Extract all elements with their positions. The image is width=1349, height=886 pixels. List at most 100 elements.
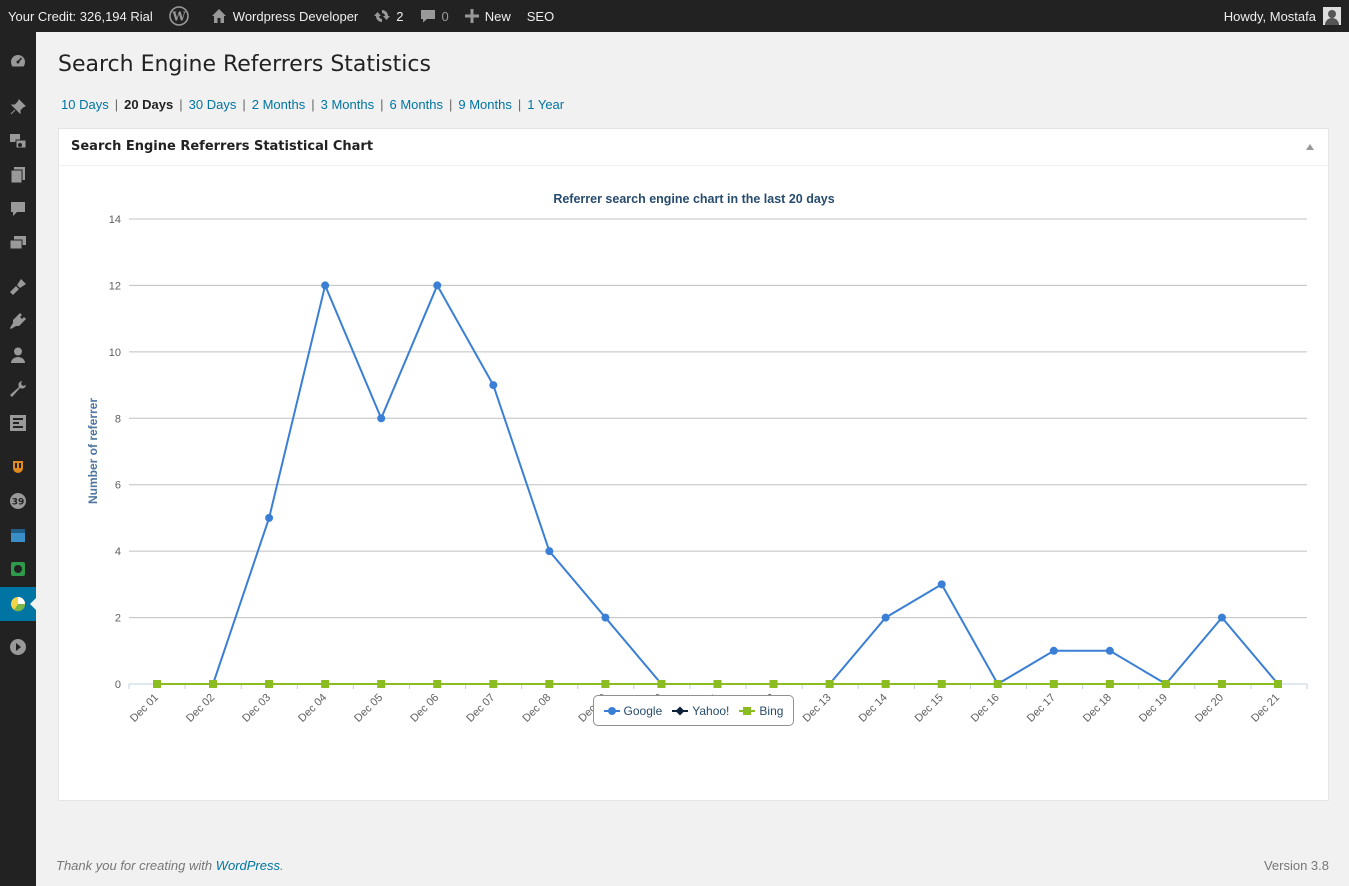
data-point[interactable] (545, 680, 554, 688)
menu-plugin-calendar[interactable] (0, 518, 36, 552)
menu-statistics[interactable] (0, 587, 36, 621)
chart-series (153, 281, 1282, 688)
data-point[interactable] (545, 547, 554, 556)
data-point[interactable] (489, 381, 498, 390)
data-point[interactable] (433, 281, 442, 290)
period-link-30-days[interactable]: 30 Days (188, 97, 237, 112)
svg-text:39: 39 (12, 498, 25, 508)
new-content-menu[interactable]: New (457, 0, 519, 32)
period-link-10-days[interactable]: 10 Days (61, 97, 109, 112)
y-tick-label: 12 (109, 280, 121, 292)
new-label: New (484, 8, 511, 24)
plugins-icon (10, 313, 26, 329)
menu-collapse[interactable] (0, 630, 36, 664)
data-point[interactable] (321, 680, 330, 688)
x-tick-label: Dec 21 (1249, 692, 1282, 725)
menu-posts[interactable] (0, 90, 36, 124)
data-point[interactable] (153, 680, 161, 688)
x-tick-label: Dec 05 (352, 692, 385, 725)
legend-marker-icon (603, 706, 620, 716)
menu-feedback[interactable] (0, 226, 36, 260)
data-point[interactable] (265, 513, 274, 522)
data-point[interactable] (1049, 680, 1058, 688)
wordpress-logo-menu[interactable]: W (161, 0, 203, 32)
data-point[interactable] (433, 680, 442, 688)
data-point[interactable] (993, 680, 1002, 688)
data-point[interactable] (601, 613, 610, 622)
x-tick-label: Dec 20 (1193, 692, 1226, 725)
period-link-1-year[interactable]: 1 Year (527, 97, 565, 112)
collapse-arrow-icon[interactable] (1306, 144, 1314, 150)
data-point[interactable] (937, 580, 946, 589)
my-account-menu[interactable]: Howdy, Mostafa (1224, 0, 1341, 32)
svg-text:W: W (171, 10, 186, 24)
y-tick-label: 2 (115, 613, 121, 625)
data-point[interactable] (1274, 680, 1282, 688)
period-link-6-months[interactable]: 6 Months (389, 97, 443, 112)
menu-plugins[interactable] (0, 304, 36, 338)
media-icon (10, 134, 27, 149)
menu-users[interactable] (0, 338, 36, 372)
data-point[interactable] (209, 680, 218, 688)
credit-display[interactable]: Your Credit: 326,194 Rial (8, 8, 153, 24)
x-tick-label: Dec 18 (1081, 692, 1114, 725)
x-tick-label: Dec 02 (184, 692, 217, 725)
period-link-2-months[interactable]: 2 Months (251, 97, 306, 112)
period-separator: | (114, 97, 119, 112)
menu-plugin-number[interactable]: 39 (0, 484, 36, 518)
data-point[interactable] (825, 680, 834, 688)
data-point[interactable] (489, 680, 498, 688)
data-point[interactable] (1217, 613, 1226, 622)
data-point[interactable] (1217, 680, 1226, 688)
data-point[interactable] (1049, 646, 1058, 655)
menu-media[interactable] (0, 124, 36, 158)
data-point[interactable] (377, 414, 386, 423)
data-point[interactable] (1161, 680, 1170, 688)
postbox-title: Search Engine Referrers Statistical Char… (71, 139, 374, 154)
y-tick-label: 0 (115, 679, 121, 691)
data-point[interactable] (657, 680, 666, 688)
menu-dashboard[interactable] (0, 44, 36, 78)
data-point[interactable] (1105, 680, 1114, 688)
seo-menu[interactable]: SEO (526, 8, 555, 24)
menu-pages[interactable] (0, 158, 36, 192)
data-point[interactable] (937, 680, 946, 688)
site-name-menu[interactable]: Wordpress Developer (203, 0, 366, 32)
period-link-20-days[interactable]: 20 Days (124, 97, 174, 112)
data-point[interactable] (321, 281, 330, 290)
menu-plugin-orange[interactable] (0, 450, 36, 484)
postbox-header[interactable]: Search Engine Referrers Statistical Char… (59, 129, 1328, 166)
menu-settings[interactable] (0, 406, 36, 440)
x-tick-label: Dec 17 (1025, 692, 1058, 725)
x-tick-label: Dec 06 (408, 692, 441, 725)
period-separator: | (448, 97, 453, 112)
legend-label: Bing (759, 703, 784, 718)
x-tick-label: Dec 01 (128, 692, 161, 725)
y-tick-label: 10 (109, 347, 121, 359)
menu-appearance[interactable] (0, 270, 36, 304)
menu-comments[interactable] (0, 192, 36, 226)
wordpress-link[interactable]: WordPress (215, 858, 280, 873)
data-point[interactable] (769, 680, 778, 688)
updates-menu[interactable]: 2 (366, 0, 411, 32)
comments-menu[interactable]: 0 (412, 0, 457, 32)
period-link-9-months[interactable]: 9 Months (458, 97, 512, 112)
data-point[interactable] (881, 613, 890, 622)
data-point[interactable] (601, 680, 610, 688)
data-point[interactable] (265, 680, 274, 688)
settings-icon (10, 415, 26, 431)
menu-tools[interactable] (0, 372, 36, 406)
period-link-3-months[interactable]: 3 Months (320, 97, 375, 112)
legend-item-yahoo[interactable]: Yahoo! (672, 704, 729, 718)
legend-item-google[interactable]: Google (603, 704, 662, 718)
data-point[interactable] (377, 680, 386, 688)
menu-plugin-chat[interactable] (0, 552, 36, 586)
x-tick-label: Dec 19 (1137, 692, 1170, 725)
legend-item-bing[interactable]: Bing (739, 704, 783, 718)
x-tick-label: Dec 07 (464, 692, 497, 725)
data-point[interactable] (713, 680, 722, 688)
legend-label: Yahoo! (692, 703, 730, 718)
x-tick-label: Dec 13 (801, 692, 834, 725)
data-point[interactable] (1105, 646, 1114, 655)
data-point[interactable] (881, 680, 890, 688)
